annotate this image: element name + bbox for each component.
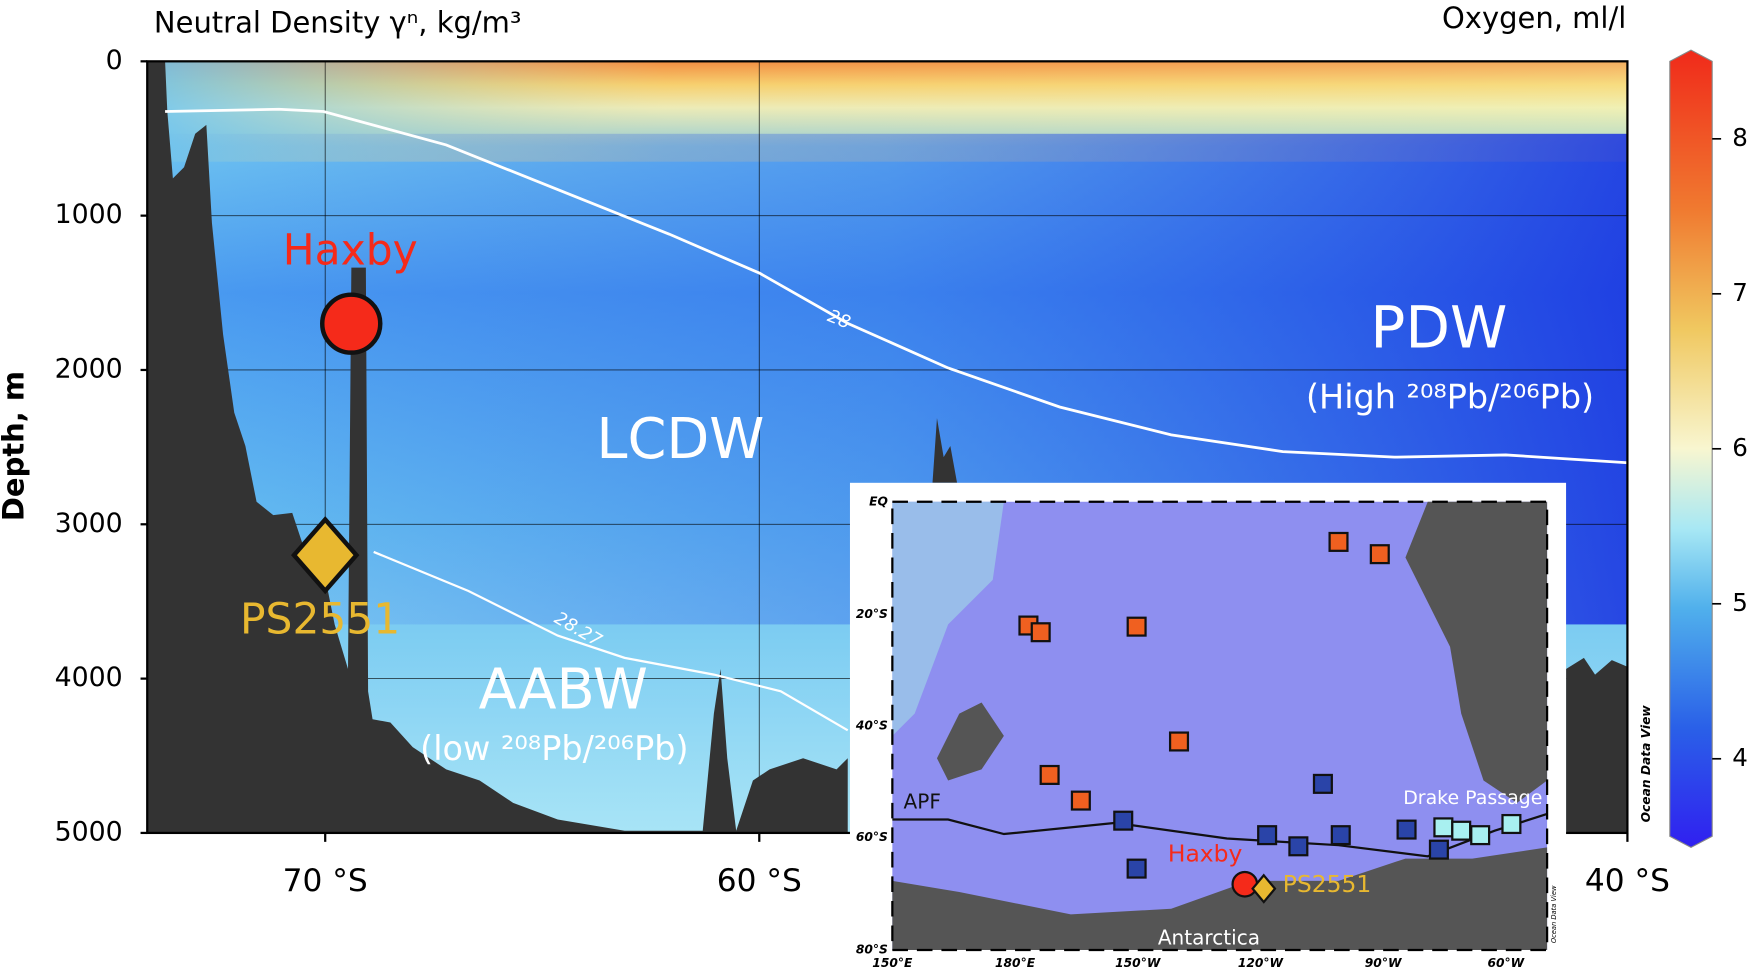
- colorbar-tick-label: 6: [1732, 433, 1748, 462]
- colorbar-tick-label: 8: [1732, 123, 1748, 152]
- site: [1501, 813, 1522, 835]
- lon-label: 150°W: [1115, 956, 1161, 970]
- y-tick-label: 1000: [55, 199, 123, 230]
- site: [1113, 810, 1134, 831]
- y-tick-label: 4000: [55, 662, 123, 693]
- map-label: Antarctica: [1158, 925, 1260, 949]
- contour-28-27: [373, 550, 849, 732]
- seamount: [932, 418, 958, 483]
- water-mass-label: LCDW: [596, 407, 764, 472]
- site: [1288, 836, 1309, 857]
- site: [1039, 764, 1060, 785]
- y-tick-label: 3000: [55, 508, 123, 539]
- orange-sites: [1018, 531, 1390, 811]
- water-mass-label: PDW: [1370, 293, 1507, 361]
- site-marker: [291, 516, 360, 595]
- water-mass-label: (High ²⁰⁸Pb/²⁰⁶Pb): [1306, 378, 1594, 417]
- site: [1328, 531, 1349, 552]
- site: [1369, 544, 1390, 565]
- site: [1126, 616, 1147, 637]
- lat-label: 60°S: [856, 830, 888, 844]
- contour-28: [165, 107, 1628, 465]
- lat-label: 80°S: [856, 943, 888, 957]
- ps2551-site: [1251, 873, 1277, 904]
- site: [1312, 773, 1333, 794]
- shelf: [892, 501, 1004, 736]
- south-america: [1405, 501, 1548, 803]
- map-label: APF: [904, 789, 941, 813]
- bathymetry-right: [1566, 657, 1628, 833]
- antarctica: [892, 847, 1548, 951]
- lon-label: 180°E: [995, 956, 1036, 970]
- site: [1168, 731, 1190, 752]
- colorbar: [1669, 49, 1713, 849]
- colorbar-tick-label: 4: [1732, 743, 1748, 772]
- site-label: Haxby: [283, 226, 418, 275]
- bathymetry: [147, 61, 848, 833]
- blue-sites: [1113, 773, 1449, 879]
- lat-label: 40°S: [855, 718, 888, 732]
- new-zealand: [936, 702, 1004, 781]
- lon-label: 120°W: [1238, 956, 1284, 970]
- inset-map: APF Drake Passage Haxby PS2551 Antarctic…: [849, 482, 1653, 970]
- site: [1070, 790, 1091, 811]
- haxby-site: [1231, 870, 1259, 898]
- lon-label: 90°W: [1365, 956, 1402, 970]
- x-tick-label: 60 °S: [717, 863, 802, 899]
- site: [1470, 825, 1491, 846]
- y-tick-label: 5000: [55, 816, 123, 847]
- map-label: PS2551: [1283, 870, 1372, 898]
- cyan-sites: [1433, 813, 1522, 846]
- colorbar-tick-label: 7: [1732, 278, 1748, 307]
- credit: Ocean Data View: [1639, 705, 1653, 823]
- site: [1126, 858, 1147, 879]
- site: [1451, 820, 1472, 841]
- water-mass-label: (low ²⁰⁸Pb/²⁰⁶Pb): [420, 729, 688, 768]
- credit-small: Ocean Data View: [1550, 885, 1558, 943]
- lat-label: 20°S: [856, 607, 888, 621]
- site-marker: [320, 292, 383, 355]
- colorbar-title: Oxygen, ml/l: [1442, 1, 1626, 35]
- site: [1428, 839, 1449, 860]
- y-tick-label: 0: [106, 45, 123, 76]
- x-tick-label: 70 °S: [283, 863, 368, 899]
- site: [1257, 825, 1278, 846]
- lon-label: 150°E: [872, 956, 913, 970]
- y-axis-label: Depth, m: [0, 371, 31, 521]
- section-title: Neutral Density γⁿ, kg/m³: [154, 6, 522, 40]
- site: [1396, 819, 1417, 840]
- site: [1030, 622, 1051, 643]
- map-label: Drake Passage: [1403, 787, 1542, 809]
- site: [1330, 825, 1351, 846]
- colorbar-tick-label: 5: [1732, 588, 1748, 617]
- inset-border: [891, 500, 1549, 952]
- lon-label: 60°W: [1487, 956, 1524, 970]
- lat-label: EQ: [869, 494, 888, 508]
- y-tick-label: 2000: [55, 353, 123, 384]
- site-label: PS2551: [240, 595, 400, 644]
- water-mass-label: AABW: [479, 658, 648, 723]
- site: [1433, 817, 1454, 838]
- x-tick-label: 40 °S: [1585, 863, 1670, 899]
- map-label: Haxby: [1168, 840, 1243, 868]
